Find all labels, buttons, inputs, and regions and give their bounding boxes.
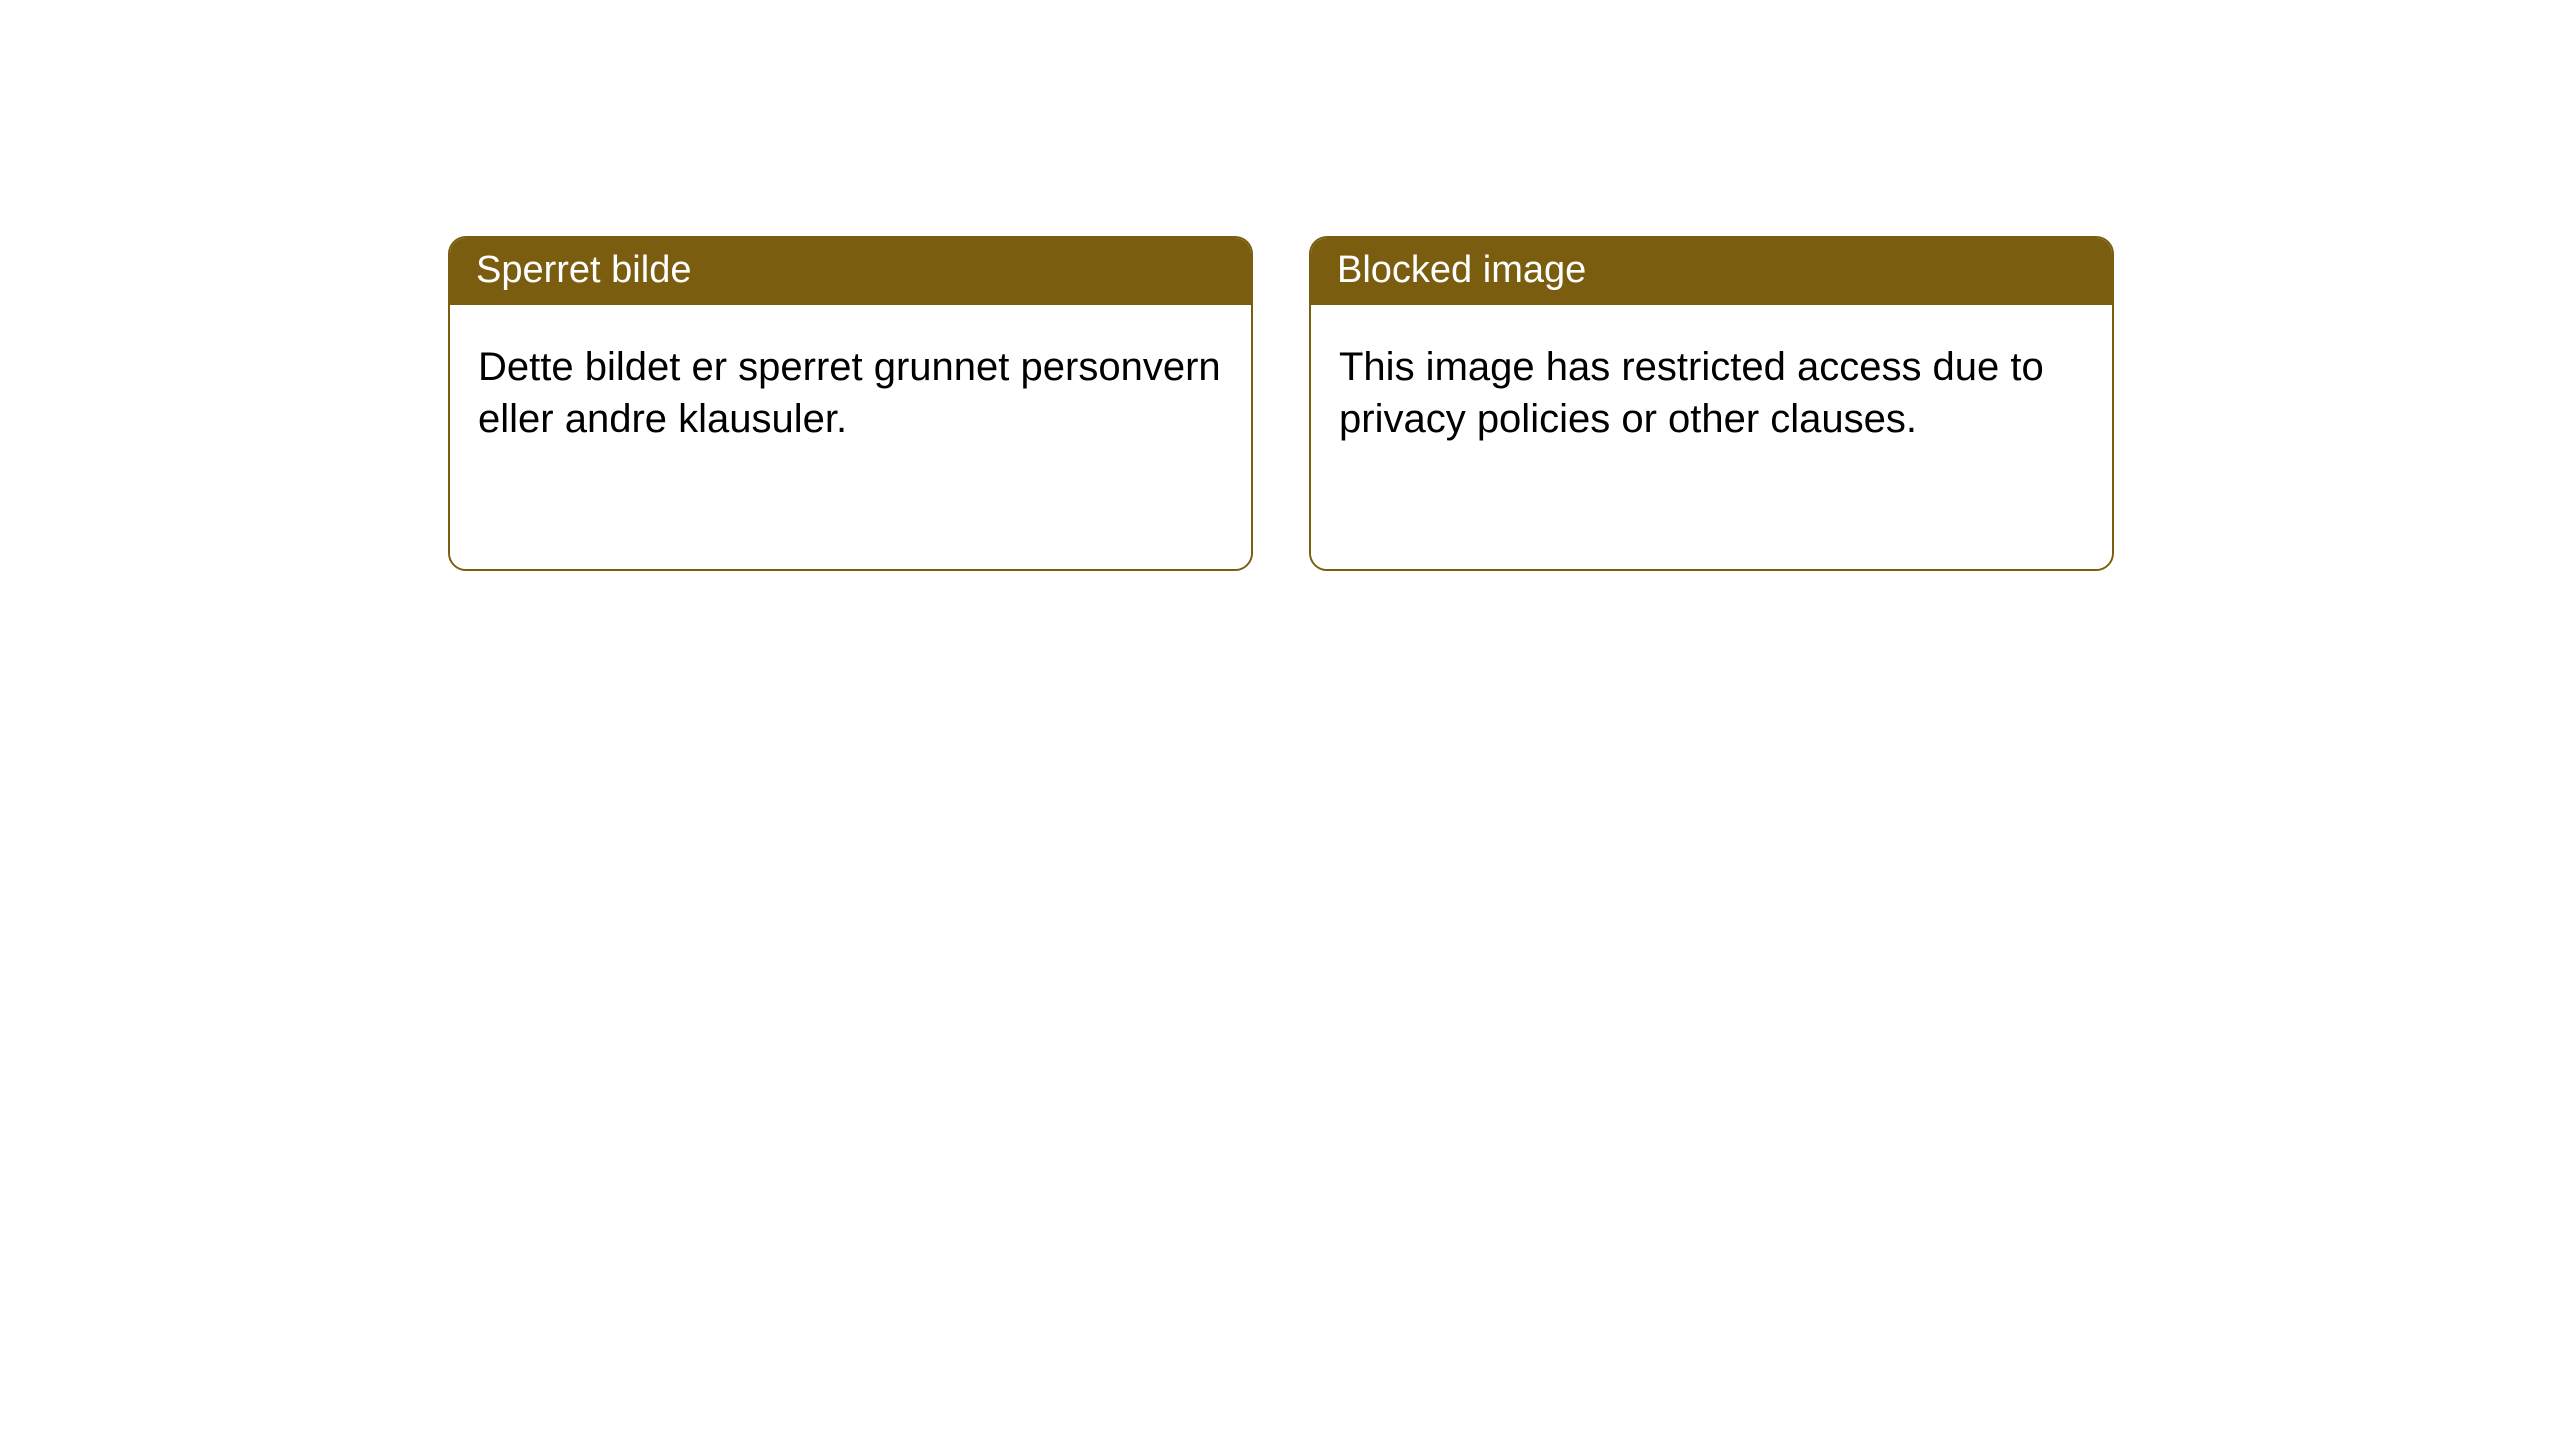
notice-card-body: This image has restricted access due to … <box>1311 305 2112 569</box>
notice-card-norwegian: Sperret bilde Dette bildet er sperret gr… <box>448 236 1253 571</box>
notice-container: Sperret bilde Dette bildet er sperret gr… <box>0 0 2560 571</box>
notice-card-body: Dette bildet er sperret grunnet personve… <box>450 305 1251 569</box>
notice-card-title: Blocked image <box>1311 238 2112 305</box>
notice-card-english: Blocked image This image has restricted … <box>1309 236 2114 571</box>
notice-card-title: Sperret bilde <box>450 238 1251 305</box>
